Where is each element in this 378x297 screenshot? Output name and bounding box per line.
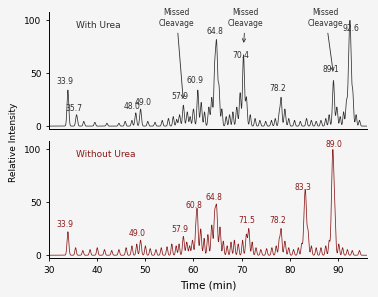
Text: Relative Intensity: Relative Intensity xyxy=(9,103,19,182)
Text: 57.9: 57.9 xyxy=(172,225,189,234)
Text: 70.4: 70.4 xyxy=(232,51,249,60)
Text: 57.9: 57.9 xyxy=(172,91,189,101)
Text: 64.8: 64.8 xyxy=(205,193,222,202)
Text: 78.2: 78.2 xyxy=(270,84,287,93)
Text: 60.8: 60.8 xyxy=(186,201,202,210)
Text: 64.8: 64.8 xyxy=(207,27,223,36)
X-axis label: Time (min): Time (min) xyxy=(180,281,236,290)
Text: 49.0: 49.0 xyxy=(135,98,152,107)
Text: 35.7: 35.7 xyxy=(66,104,83,113)
Text: 48.0: 48.0 xyxy=(124,102,141,111)
Text: 92.6: 92.6 xyxy=(343,24,360,33)
Text: With Urea: With Urea xyxy=(76,21,120,30)
Text: 49.0: 49.0 xyxy=(129,229,146,238)
Text: 33.9: 33.9 xyxy=(56,220,73,229)
Text: Missed
Cleavage: Missed Cleavage xyxy=(308,8,344,71)
Text: 83.3: 83.3 xyxy=(294,183,311,192)
Text: Without Urea: Without Urea xyxy=(76,150,135,159)
Text: 89.0: 89.0 xyxy=(326,140,343,149)
Text: 60.9: 60.9 xyxy=(186,76,203,85)
Text: Missed
Cleavage: Missed Cleavage xyxy=(159,8,194,98)
Text: 71.5: 71.5 xyxy=(238,217,255,225)
Text: 78.2: 78.2 xyxy=(269,217,286,225)
Text: Missed
Cleavage: Missed Cleavage xyxy=(228,8,263,42)
Text: 89.1: 89.1 xyxy=(322,65,339,74)
Text: 33.9: 33.9 xyxy=(57,77,73,86)
